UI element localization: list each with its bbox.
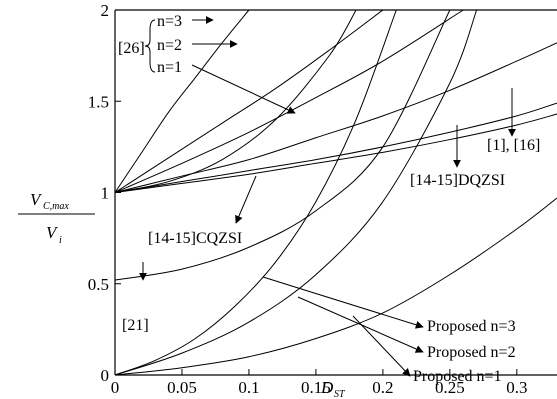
- series-line-9: [114, 9, 478, 376]
- annotation-dqzsi: [14-15]DQZSI: [410, 172, 505, 189]
- series-line-10: [114, 197, 557, 376]
- y-label-den-main: V: [46, 223, 59, 242]
- x-axis-label: D ST: [320, 378, 346, 399]
- annotation-n2: n=2: [157, 37, 182, 54]
- series-line-6: [114, 9, 451, 281]
- annotation-n1: n=1: [157, 59, 182, 76]
- annotation-brace: [144, 19, 156, 73]
- annotation-ref-1-16: [1], [16]: [487, 137, 540, 154]
- series-line-3: [114, 42, 557, 193]
- y-axis-label: V C,max V i: [18, 190, 95, 246]
- x-label-sub: ST: [334, 389, 346, 399]
- x-tick-label: 0.3: [506, 378, 527, 397]
- y-tick-label: 2: [101, 1, 110, 20]
- y-label-num-main: V: [30, 190, 43, 209]
- x-tick-label: 0: [111, 378, 120, 397]
- x-tick-labels: 0 0.05 0.1 0.15 0.2 0.25 0.3: [111, 378, 528, 397]
- series-line-1: [114, 9, 384, 193]
- series-line-2: [114, 9, 464, 193]
- annotation-prop2: Proposed n=2: [427, 344, 516, 361]
- annotation-prop3: Proposed n=3: [427, 318, 516, 335]
- annotation-bracket-26: [26]: [118, 40, 145, 57]
- x-label-main: D: [320, 378, 334, 397]
- annotation-ref21: [21]: [122, 317, 149, 334]
- series-line-8: [114, 9, 397, 376]
- annotation-prop1: Proposed n=1: [413, 368, 502, 385]
- x-tick-label: 0.1: [238, 378, 259, 397]
- arrow-prop1: [352, 315, 411, 377]
- y-label-den-sub: i: [59, 235, 62, 246]
- y-tick-labels: 0 0.5 1 1.5 2: [88, 1, 109, 385]
- y-tick-label: 1.5: [88, 92, 109, 111]
- arrow-n1: [191, 64, 296, 114]
- arrow-prop3: [262, 276, 424, 329]
- x-tick-label: 0.15: [301, 378, 331, 397]
- data-curves: [114, 9, 557, 376]
- y-tick-label: 1: [101, 184, 110, 203]
- x-tick-label: 0.05: [167, 378, 197, 397]
- y-tick-label: 0: [101, 366, 110, 385]
- x-tick-label: 0.2: [372, 378, 393, 397]
- y-tick-label: 0.5: [88, 275, 109, 294]
- series-line-5: [114, 113, 557, 193]
- arrow-cqzsi: [235, 175, 257, 224]
- y-label-num-sub: C,max: [43, 201, 69, 212]
- series-line-7: [114, 9, 357, 193]
- x-tick-label: 0.25: [435, 378, 465, 397]
- annotation-cqzsi: [14-15]CQZSI: [148, 230, 242, 247]
- annotation-n3: n=3: [157, 13, 182, 30]
- annotations: [26] n=3 n=2 n=1 [1], [16] [14-15]DQZSI …: [118, 13, 540, 385]
- series-line-4: [114, 102, 557, 193]
- series-line-0: [114, 9, 250, 193]
